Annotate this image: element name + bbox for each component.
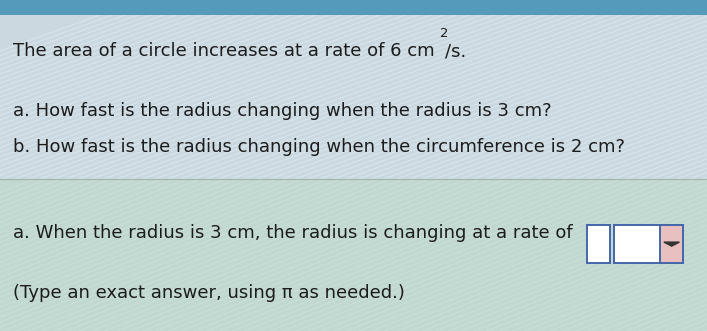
Bar [587, 225, 610, 263]
Text: b. How fast is the radius changing when the circumference is 2 cm?: b. How fast is the radius changing when … [13, 138, 625, 156]
Bar [0, 179, 707, 331]
Bar [0, 0, 707, 15]
Text: /s.: /s. [445, 42, 467, 60]
Text: 2: 2 [440, 26, 448, 40]
Bar [614, 225, 683, 263]
Text: a. When the radius is 3 cm, the radius is changing at a rate of: a. When the radius is 3 cm, the radius i… [13, 224, 573, 242]
Bar [660, 225, 683, 263]
Text: a. How fast is the radius changing when the radius is 3 cm?: a. How fast is the radius changing when … [13, 102, 551, 120]
Polygon shape [664, 242, 679, 246]
Text: The area of a circle increases at a rate of 6 cm: The area of a circle increases at a rate… [13, 42, 434, 60]
Bar [0, 0, 707, 179]
Text: (Type an exact answer, using π as needed.): (Type an exact answer, using π as needed… [13, 284, 404, 302]
